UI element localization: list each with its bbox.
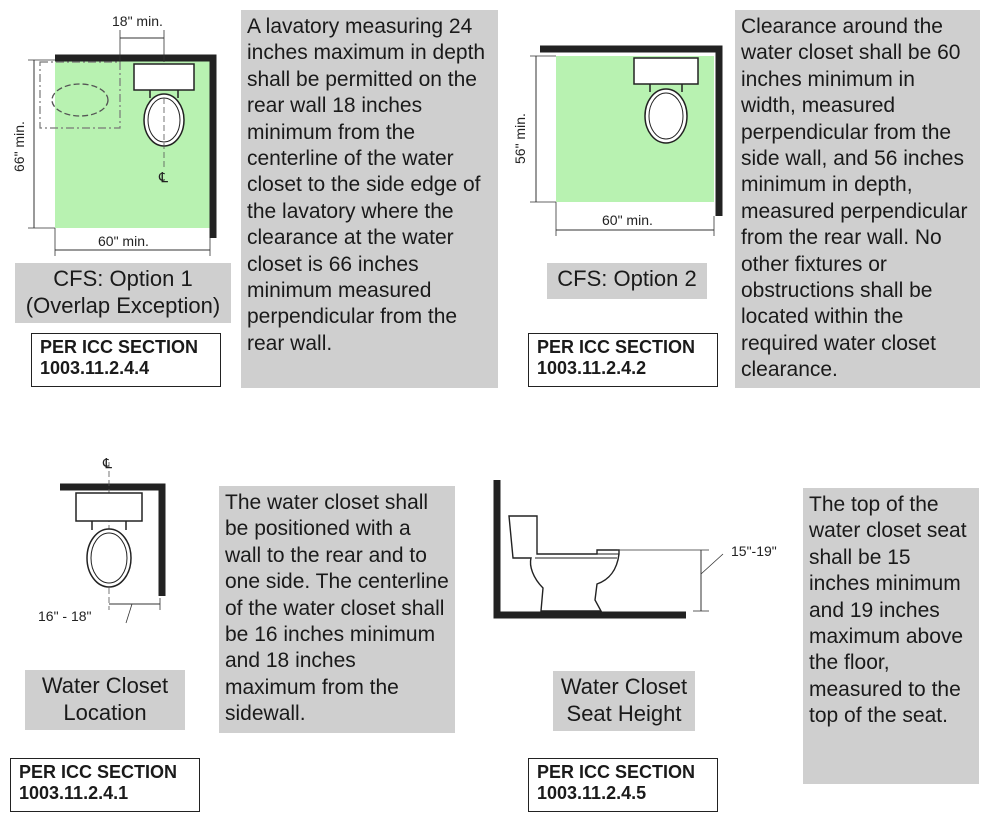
caption-option1: CFS: Option 1 (Overlap Exception) <box>15 263 231 323</box>
dim-label-bottom: 60" min. <box>98 233 149 249</box>
caption-height: Water Closet Seat Height <box>553 671 695 731</box>
dim-label-bottom: 16" - 18" <box>38 608 92 624</box>
section-ref-option1: PER ICC SECTION 1003.11.2.4.4 <box>31 333 221 387</box>
dim-label-top: 18" min. <box>112 13 163 29</box>
centerline-symbol: ℄ <box>102 455 112 471</box>
toilet-bowl <box>644 88 688 144</box>
dim-label-bottom: 60" min. <box>602 212 653 228</box>
wall <box>55 54 217 238</box>
toilet-tank <box>75 492 143 522</box>
caption-line: Water Closet <box>560 674 688 699</box>
toilet-neck <box>91 521 127 530</box>
caption-line: CFS: Option 1 <box>53 266 193 291</box>
toilet-side-profile <box>508 515 620 612</box>
section-line: 1003.11.2.4.2 <box>537 358 647 378</box>
section-line: 1003.11.2.4.1 <box>19 783 129 803</box>
toilet-tank <box>133 63 195 91</box>
option1-plan-diagram: ℄ 18" min. 66" min. 60" min. <box>11 13 217 256</box>
description-height: The top of the water closet seat shall b… <box>803 488 979 784</box>
section-line: 1003.11.2.4.4 <box>40 358 150 378</box>
centerline-symbol: ℄ <box>158 169 168 185</box>
wall-and-floor <box>493 480 686 619</box>
dim-label-left: 66" min. <box>11 121 27 172</box>
section-ref-height: PER ICC SECTION 1003.11.2.4.5 <box>528 758 718 812</box>
caption-line: (Overlap Exception) <box>25 293 221 318</box>
leader-line <box>125 603 133 624</box>
dim-label-right: 15"-19" <box>731 543 777 559</box>
height-elevation-diagram: 15"-19" <box>493 480 777 619</box>
description-option2: Clearance around the water closet shall … <box>735 10 980 388</box>
dim-label-left: 56" min. <box>512 113 528 164</box>
description-location: The water closet shall be positioned wit… <box>219 486 455 733</box>
lavatory-outline <box>39 61 121 129</box>
section-ref-location: PER ICC SECTION 1003.11.2.4.1 <box>10 758 200 812</box>
wall <box>540 45 723 216</box>
toilet-seat <box>648 92 684 140</box>
section-line: PER ICC SECTION <box>19 762 178 782</box>
section-ref-option2: PER ICC SECTION 1003.11.2.4.2 <box>528 333 718 387</box>
wall <box>60 483 166 596</box>
toilet-neck <box>649 84 683 92</box>
option2-plan-diagram: 56" min. 60" min. <box>512 45 723 236</box>
caption-line: Seat Height <box>566 701 682 726</box>
leader-line <box>700 553 724 575</box>
toilet-tank <box>633 57 699 85</box>
toilet-neck <box>149 90 179 98</box>
description-option1: A lavatory measuring 24 inches maximum i… <box>241 10 498 388</box>
section-line: PER ICC SECTION <box>537 762 696 782</box>
location-plan-diagram: ℄ 16" - 18" <box>38 455 166 624</box>
section-line: PER ICC SECTION <box>40 337 199 357</box>
lavatory-basin <box>51 83 109 117</box>
toilet-bowl <box>86 528 132 588</box>
section-line: 1003.11.2.4.5 <box>537 783 647 803</box>
caption-line: Location <box>63 700 147 725</box>
caption-line: Water Closet <box>41 673 169 698</box>
toilet-seat <box>90 532 128 584</box>
caption-location: Water Closet Location <box>25 670 185 730</box>
caption-line: CFS: Option 2 <box>557 266 697 291</box>
caption-option2: CFS: Option 2 <box>547 263 707 299</box>
section-line: PER ICC SECTION <box>537 337 696 357</box>
